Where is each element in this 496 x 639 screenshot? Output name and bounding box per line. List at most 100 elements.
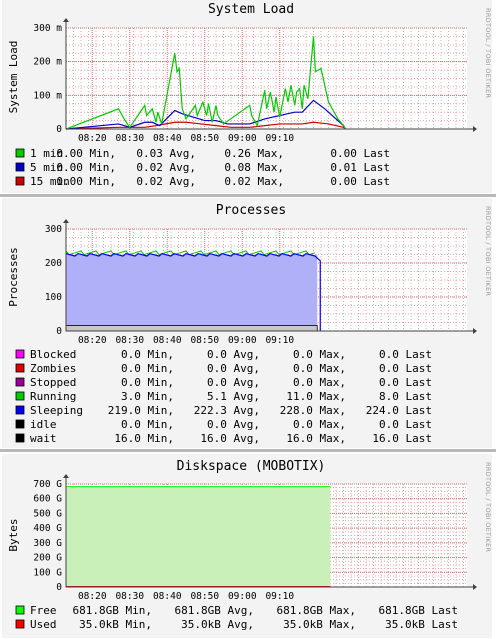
- y-tick-label: 600 G: [33, 494, 62, 505]
- legend-min-value: 0.0: [121, 376, 141, 389]
- y-axis-arrow: [63, 474, 69, 478]
- legend-min: 681.8GB Min,: [73, 604, 152, 617]
- y-tick-label: 100 G: [33, 567, 62, 578]
- legend-swatch: [15, 433, 25, 443]
- legend-max: 0.08 Max,: [224, 161, 284, 174]
- legend-swatch: [15, 162, 25, 172]
- y-axis-arrow: [63, 18, 69, 22]
- legend-label: wait: [30, 432, 57, 445]
- legend-last: 0.0 Last: [379, 418, 432, 431]
- y-tick-label: 700 G: [33, 479, 62, 490]
- legend-max: 0.0 Max,: [293, 362, 346, 375]
- x-tick-label: 09:00: [228, 591, 257, 602]
- series-line-15-min: [65, 121, 346, 130]
- legend-avg-value: 0.02: [136, 161, 163, 174]
- legend-last-value: 0.00: [330, 147, 357, 160]
- y-tick-label: 300 G: [33, 538, 62, 549]
- legend-last: 0.0 Last: [379, 362, 432, 375]
- legend-min-value: 0.0: [121, 348, 141, 361]
- legend-last-value: 0.0: [379, 418, 399, 431]
- legend-avg-value: 16.0: [200, 432, 227, 445]
- legend-avg-value: 35.0kB: [181, 618, 221, 631]
- legend-swatch: [15, 377, 25, 387]
- legend-last: 16.0 Last: [372, 432, 432, 445]
- series-line-5-min: [65, 99, 347, 130]
- y-tick-label: 100: [45, 292, 62, 303]
- legend-avg: 0.02 Avg,: [136, 175, 196, 188]
- x-axis-arrow: [473, 126, 477, 132]
- legend-max: 0.0 Max,: [293, 376, 346, 389]
- legend-label: Used: [30, 618, 57, 631]
- legend-last-value: 0.0: [379, 348, 399, 361]
- legend-max-value: 16.0: [286, 432, 313, 445]
- y-tick-label: 0: [56, 326, 62, 337]
- legend-min: 0.00 Min,: [56, 147, 116, 160]
- legend-min: 219.0 Min,: [108, 404, 174, 417]
- legend-last: 35.0kB Last: [385, 618, 458, 631]
- x-tick-label: 08:30: [115, 133, 144, 144]
- legend-max: 0.0 Max,: [293, 348, 346, 361]
- legend-max: 16.0 Max,: [286, 432, 346, 445]
- legend-label: Stopped: [30, 376, 76, 389]
- x-tick-label: 08:40: [153, 591, 182, 602]
- y-tick-label: 500 G: [33, 508, 62, 519]
- legend-avg: 222.3 Avg,: [194, 404, 260, 417]
- legend-last-value: 16.0: [372, 432, 399, 445]
- legend-avg: 0.0 Avg,: [207, 348, 260, 361]
- legend-max-value: 11.0: [286, 390, 313, 403]
- legend-label: Sleeping: [30, 404, 83, 417]
- legend-avg-value: 0.0: [207, 348, 227, 361]
- series-line-Sleeping: [65, 252, 321, 331]
- legend-max-value: 0.08: [224, 161, 251, 174]
- x-axis-arrow: [473, 328, 477, 334]
- legend-max: 0.02 Max,: [224, 175, 284, 188]
- y-axis-label: Bytes: [7, 518, 20, 551]
- panel-separator: [0, 194, 496, 197]
- wait-area: [65, 325, 318, 332]
- legend-last: 0.0 Last: [379, 376, 432, 389]
- legend-max-value: 681.8GB: [277, 604, 324, 617]
- legend-avg: 0.0 Avg,: [207, 418, 260, 431]
- legend-avg: 0.02 Avg,: [136, 161, 196, 174]
- legend-avg: 16.0 Avg,: [200, 432, 260, 445]
- watermark: RRDTOOL / TOBI OETIKER: [484, 8, 492, 98]
- legend-min-value: 3.0: [121, 390, 141, 403]
- legend-max: 0.26 Max,: [224, 147, 284, 160]
- legend-min-value: 35.0kB: [79, 618, 119, 631]
- free-area: [66, 486, 331, 587]
- legend-last-value: 0.0: [379, 376, 399, 389]
- y-tick-label: 200 G: [33, 553, 62, 564]
- legend-last: 0.00 Last: [330, 147, 390, 160]
- y-tick-label: 0: [56, 582, 62, 593]
- legend-max-value: 0.02: [224, 175, 251, 188]
- x-tick-label: 09:10: [265, 133, 294, 144]
- x-tick-label: 08:30: [115, 335, 144, 346]
- x-tick-label: 08:50: [190, 591, 219, 602]
- legend-max-value: 0.26: [224, 147, 251, 160]
- legend-swatch: [15, 363, 25, 373]
- y-tick-label: 200: [45, 258, 62, 269]
- watermark: RRDTOOL / TOBI OETIKER: [484, 206, 492, 296]
- x-tick-label: 08:20: [78, 335, 107, 346]
- y-axis-arrow: [63, 219, 69, 223]
- legend-swatch: [15, 148, 25, 158]
- legend-swatch: [15, 349, 25, 359]
- x-tick-label: 08:30: [115, 591, 144, 602]
- legend-avg-value: 222.3: [194, 404, 227, 417]
- legend-min-value: 0.00: [56, 175, 83, 188]
- legend-max: 0.0 Max,: [293, 418, 346, 431]
- legend-max: 11.0 Max,: [286, 390, 346, 403]
- legend-min: 0.0 Min,: [121, 376, 174, 389]
- legend-avg: 35.0kB Avg,: [181, 618, 254, 631]
- legend-min: 35.0kB Min,: [79, 618, 152, 631]
- x-tick-label: 08:50: [190, 335, 219, 346]
- legend-last-value: 681.8GB: [379, 604, 426, 617]
- legend-last-value: 8.0: [379, 390, 399, 403]
- x-tick-label: 09:10: [265, 591, 294, 602]
- legend-min: 0.0 Min,: [121, 348, 174, 361]
- processes-panel: Processes Processes RRDTOOL / TOBI OETIK…: [2, 198, 492, 448]
- legend-last-value: 35.0kB: [385, 618, 425, 631]
- legend-max-value: 0.0: [293, 348, 313, 361]
- legend-max-value: 35.0kB: [283, 618, 323, 631]
- legend-last: 224.0 Last: [366, 404, 432, 417]
